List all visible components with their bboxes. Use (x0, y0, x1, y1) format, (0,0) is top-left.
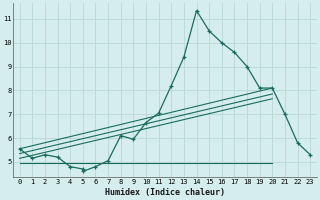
X-axis label: Humidex (Indice chaleur): Humidex (Indice chaleur) (105, 188, 225, 197)
